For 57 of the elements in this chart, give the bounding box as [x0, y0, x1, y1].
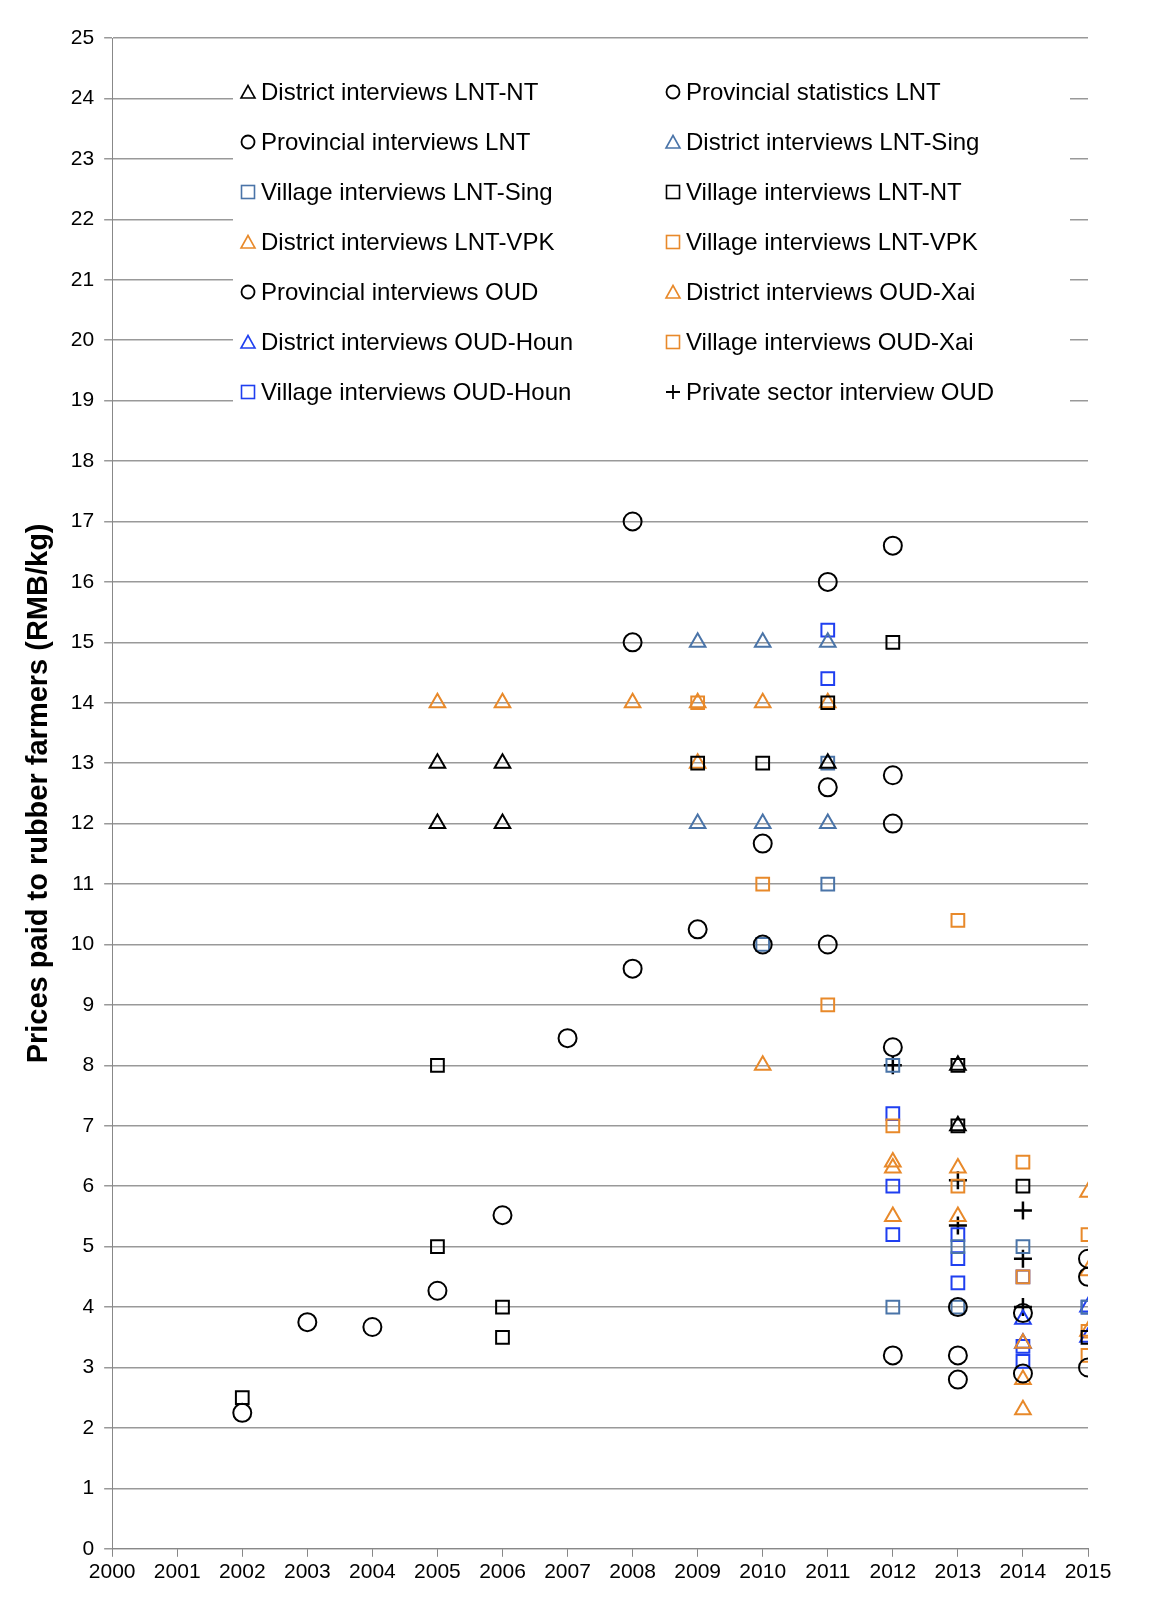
- x-tick-label: 2012: [869, 1559, 917, 1583]
- y-tick-label: 5: [82, 1233, 95, 1257]
- legend-label: District interviews OUD-Houn: [261, 328, 574, 356]
- y-tick-label: 2: [82, 1414, 95, 1438]
- legend-label: Provincial interviews OUD: [261, 278, 539, 306]
- y-tick-label: 21: [70, 266, 95, 290]
- x-tick-label: 2002: [218, 1559, 266, 1583]
- y-tick-label: 11: [72, 870, 95, 894]
- y-tick-label: 12: [70, 810, 95, 834]
- y-tick-label: 16: [70, 568, 95, 592]
- y-tick-label: 4: [82, 1293, 95, 1317]
- legend-label: Village interviews OUD-Xai: [686, 328, 974, 356]
- y-tick-label: 0: [82, 1535, 95, 1559]
- x-tick-label: 2000: [88, 1559, 136, 1583]
- x-tick-label: 2008: [609, 1559, 656, 1583]
- legend-label: District interviews OUD-Xai: [686, 278, 976, 306]
- x-tick-label: 2006: [479, 1559, 526, 1583]
- y-tick-label: 7: [82, 1112, 95, 1136]
- x-tick-label: 2003: [283, 1559, 331, 1583]
- x-tick-label: 2005: [414, 1559, 461, 1583]
- x-tick-label: 2014: [999, 1559, 1047, 1583]
- x-tick-label: 2015: [1064, 1559, 1112, 1583]
- legend-label: District interviews LNT-VPK: [261, 228, 555, 256]
- y-tick-label: 9: [82, 991, 95, 1015]
- legend-label: Village interviews LNT-VPK: [686, 228, 978, 256]
- x-tick-label: 2007: [544, 1559, 591, 1583]
- y-tick-label: 23: [70, 145, 95, 169]
- legend-label: Village interviews LNT-Sing: [261, 178, 553, 206]
- legend-label: District interviews LNT-Sing: [686, 128, 980, 156]
- y-tick-label: 20: [70, 326, 95, 350]
- x-tick-label: 2009: [674, 1559, 722, 1583]
- y-tick-label: 6: [82, 1173, 95, 1196]
- y-tick-label: 17: [70, 508, 95, 532]
- legend-label: District interviews LNT-NT: [261, 78, 539, 106]
- legend-label: Private sector interview OUD: [686, 378, 995, 406]
- y-tick-label: 14: [70, 689, 95, 713]
- y-tick-label: 18: [70, 447, 95, 471]
- legend-label: Provincial interviews LNT: [261, 128, 531, 156]
- y-tick-label: 8: [82, 1052, 95, 1076]
- y-tick-label: 3: [82, 1354, 95, 1378]
- y-tick-label: 25: [70, 24, 95, 48]
- x-tick-label: 2004: [349, 1559, 397, 1583]
- y-axis-title: Prices paid to rubber farmers (RMB/kg): [21, 523, 54, 1064]
- y-tick-label: 24: [70, 85, 95, 109]
- y-tick-label: 19: [70, 387, 95, 411]
- y-tick-label: 10: [70, 931, 95, 955]
- legend-label: Village interviews OUD-Houn: [261, 378, 572, 406]
- legend-label: Village interviews LNT-NT: [686, 178, 962, 206]
- y-tick-label: 1: [82, 1475, 95, 1499]
- x-tick-label: 2001: [153, 1559, 201, 1583]
- x-tick-label: 2013: [934, 1559, 982, 1583]
- y-tick-label: 15: [70, 629, 95, 653]
- y-tick-label: 22: [70, 206, 95, 230]
- y-tick-label: 13: [70, 749, 95, 773]
- legend-label: Provincial statistics LNT: [686, 78, 941, 106]
- x-tick-label: 2011: [805, 1559, 851, 1583]
- x-tick-label: 2010: [739, 1559, 787, 1583]
